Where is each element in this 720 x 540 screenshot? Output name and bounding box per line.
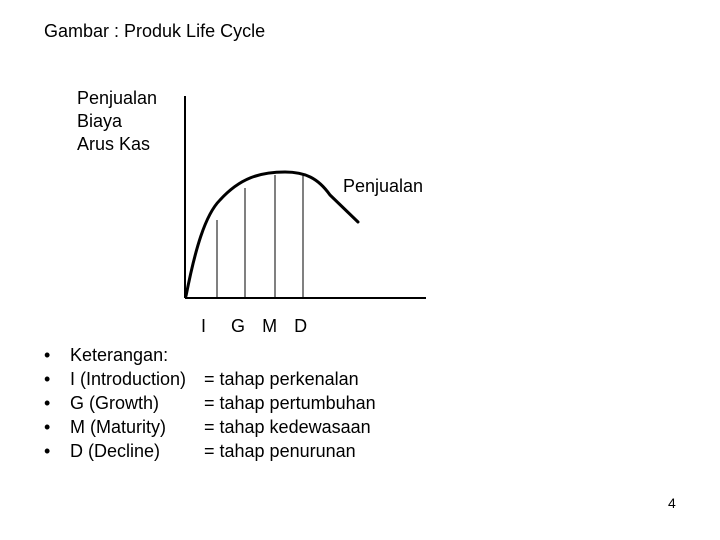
- y-axis-labels: Penjualan Biaya Arus Kas: [77, 87, 157, 156]
- y-axis-label-cashflow: Arus Kas: [77, 134, 151, 154]
- curve-label: Penjualan: [343, 176, 424, 196]
- slide-title: Gambar : Produk Life Cycle: [44, 21, 266, 41]
- legend-heading-row: • Keterangan:: [44, 343, 376, 367]
- stage-label-decline: D: [294, 316, 308, 336]
- legend-desc: = tahap kedewasaan: [204, 417, 371, 437]
- bullet: •: [44, 417, 51, 437]
- stage-label-growth: G: [231, 316, 246, 336]
- legend-term: G (Growth): [70, 393, 160, 413]
- y-axis-label-sales: Penjualan: [77, 88, 158, 108]
- legend-list: • Keterangan: • I (Introduction) = tahap…: [44, 343, 376, 463]
- legend-item: • I (Introduction) = tahap perkenalan: [44, 367, 376, 391]
- stage-labels: I G M D: [201, 316, 319, 337]
- sales-curve: [184, 170, 360, 298]
- bullet: •: [44, 441, 51, 461]
- stage-label-maturity: M: [262, 316, 278, 336]
- legend-item: • G (Growth) = tahap pertumbuhan: [44, 391, 376, 415]
- legend-term: M (Maturity): [70, 417, 166, 437]
- legend-item: • D (Decline) = tahap penurunan: [44, 439, 376, 463]
- legend-desc: = tahap penurunan: [204, 441, 356, 461]
- legend-heading: Keterangan:: [70, 345, 169, 365]
- y-axis-label-cost: Biaya: [77, 111, 123, 131]
- legend-term: I (Introduction): [70, 369, 187, 389]
- bullet: •: [44, 393, 51, 413]
- stage-label-introduction: I: [201, 316, 207, 336]
- legend-desc: = tahap pertumbuhan: [204, 393, 376, 413]
- bullet: •: [44, 369, 51, 389]
- legend-term: D (Decline): [70, 441, 161, 461]
- legend-item: • M (Maturity) = tahap kedewasaan: [44, 415, 376, 439]
- bullet: •: [44, 345, 51, 365]
- legend-desc: = tahap perkenalan: [204, 369, 359, 389]
- page-number: 4: [668, 495, 676, 511]
